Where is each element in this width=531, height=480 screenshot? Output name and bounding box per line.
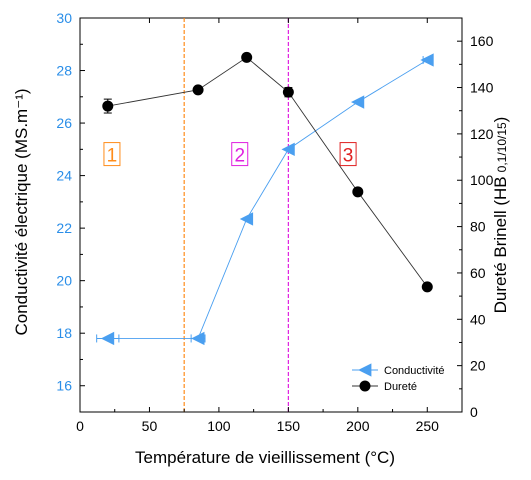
legend-label-durete: Dureté xyxy=(384,381,417,393)
region-label-text-1: 1 xyxy=(107,146,118,167)
y-axis-left: 16 18 20 22 24 26 28 30 xyxy=(56,10,85,413)
region-label-1: 1 xyxy=(103,142,121,167)
x-tick-label: 200 xyxy=(346,418,370,434)
x-tick-label: 100 xyxy=(207,418,231,434)
region-label-3: 3 xyxy=(339,142,357,167)
y-axis-right-title-close: ) xyxy=(491,117,510,123)
y-right-tick-label: 0 xyxy=(470,404,478,420)
region-label-box-2 xyxy=(231,142,249,167)
y-right-tick-label: 140 xyxy=(470,80,494,96)
legend-label-conductivite: Conductivité xyxy=(384,365,445,377)
x-tick-label: 0 xyxy=(76,418,84,434)
x-axis-title: Température de vieillissement (°C) xyxy=(135,448,395,467)
y-axis-right: 0 20 40 60 80 100 120 140 160 xyxy=(457,33,494,420)
data-point-conductivite xyxy=(420,53,434,67)
y-right-tick-label: 60 xyxy=(470,265,486,281)
series-layer xyxy=(96,51,434,346)
y-axis-right-title-sub: 0,1/10/15 xyxy=(495,122,509,172)
y-axis-left-title: Conductivité électrique (MS.m⁻¹) xyxy=(12,88,31,335)
data-point-conductivite xyxy=(100,331,115,346)
region-label-text-2: 2 xyxy=(234,146,245,167)
plot-frame xyxy=(79,17,463,413)
region-label-2: 2 xyxy=(231,142,249,167)
data-point-durete xyxy=(102,100,114,112)
y-right-tick-label: 80 xyxy=(470,219,486,235)
legend: Conductivité Dureté xyxy=(352,363,445,393)
series-line-conductivite xyxy=(107,59,428,339)
legend-marker-durete xyxy=(359,380,371,392)
data-point-durete xyxy=(192,84,204,96)
y-left-tick-label: 20 xyxy=(56,273,72,289)
data-point-durete xyxy=(282,86,294,98)
data-point-durete xyxy=(241,51,253,63)
y-left-tick-label: 30 xyxy=(56,10,72,26)
data-point-conductivite xyxy=(350,95,365,109)
y-right-tick-label: 120 xyxy=(470,126,494,142)
y-axis-right-title: Dureté Brinell (HB 0,1/10/15) xyxy=(491,117,510,314)
data-point-durete xyxy=(352,186,364,198)
region-label-box-3 xyxy=(339,142,357,167)
y-right-tick-label: 20 xyxy=(470,358,486,374)
y-right-tick-label: 40 xyxy=(470,311,486,327)
region-label-text-3: 3 xyxy=(343,146,354,167)
x-tick-label: 250 xyxy=(416,418,440,434)
y-left-tick-label: 28 xyxy=(56,63,72,79)
data-point-conductivite xyxy=(191,331,205,346)
y-left-tick-label: 16 xyxy=(56,378,72,394)
y-right-tick-label: 100 xyxy=(470,172,494,188)
y-left-tick-label: 18 xyxy=(56,325,72,341)
x-tick-label: 150 xyxy=(277,418,301,434)
data-point-durete xyxy=(421,281,433,293)
region-label-box-1 xyxy=(103,142,121,167)
series-line-durete xyxy=(107,56,428,288)
y-left-tick-label: 22 xyxy=(56,220,72,236)
plot-area: 1 2 3 xyxy=(79,17,463,413)
y-right-tick-label: 160 xyxy=(470,33,494,49)
x-tick-label: 50 xyxy=(142,418,158,434)
legend-marker-conductivite xyxy=(358,363,372,377)
y-axis-right-title-main: Dureté Brinell (HB xyxy=(491,176,510,313)
data-point-conductivite xyxy=(239,212,254,226)
x-axis: 0 50 100 150 200 250 xyxy=(76,18,439,434)
data-point-conductivite xyxy=(281,142,295,156)
y-left-tick-label: 24 xyxy=(56,168,72,184)
y-left-tick-label: 26 xyxy=(56,115,72,131)
